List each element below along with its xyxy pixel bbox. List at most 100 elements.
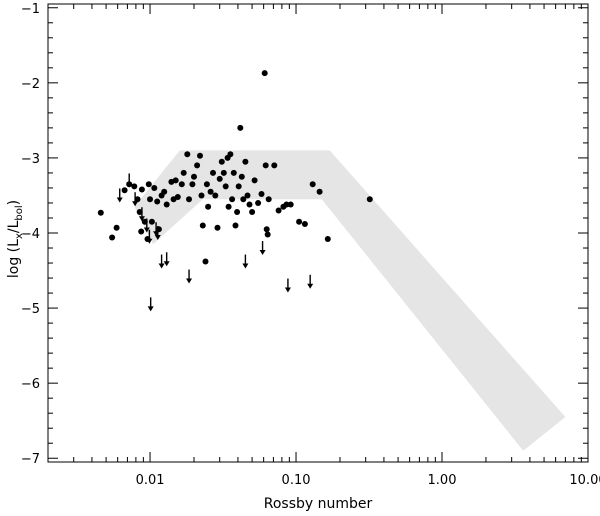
detection-point — [271, 162, 278, 169]
upper-limit-arrow-head — [147, 306, 154, 312]
upper-limit-arrow-head — [126, 182, 133, 188]
detection-point — [263, 226, 270, 233]
detection-point — [205, 203, 212, 210]
detection-point — [161, 188, 168, 195]
detection-point — [191, 173, 197, 180]
detection-point — [258, 191, 265, 197]
detection-point — [202, 258, 209, 265]
upper-limit-arrow — [158, 254, 165, 269]
detection-point — [174, 194, 181, 200]
detection-point — [178, 181, 185, 188]
y-tick-label: −4 — [21, 227, 40, 242]
detection-point — [264, 231, 271, 238]
detection-point — [148, 218, 155, 225]
detection-point — [316, 188, 323, 195]
upper-limit-arrow-head — [284, 287, 291, 293]
detection-point — [212, 192, 219, 199]
detection-point — [138, 228, 145, 235]
upper-limit-arrow — [186, 269, 193, 284]
detection-point — [301, 221, 308, 227]
detection-point — [227, 151, 234, 158]
y-tick-label: −5 — [21, 302, 40, 317]
detection-point — [309, 181, 316, 188]
y-tick-label: −3 — [21, 152, 40, 167]
upper-limit-arrow — [284, 278, 291, 293]
data-points-layer — [97, 70, 373, 312]
detection-point — [203, 181, 210, 188]
detection-point — [249, 209, 256, 215]
detection-point — [97, 209, 104, 216]
detection-point — [134, 196, 141, 203]
detection-point — [151, 185, 158, 191]
detection-point — [186, 196, 192, 203]
detection-point — [180, 169, 187, 176]
detection-point — [136, 209, 143, 215]
detection-point — [184, 151, 191, 158]
detection-point — [198, 192, 205, 199]
detection-point — [225, 203, 232, 210]
detection-point — [244, 192, 251, 199]
detection-point — [199, 222, 206, 229]
detection-point — [197, 152, 203, 159]
detection-point — [230, 169, 237, 176]
upper-limit-arrow-head — [259, 250, 266, 256]
upper-limit-arrow — [126, 173, 133, 188]
upper-limit-arrow-head — [138, 216, 145, 222]
upper-limit-arrow-head — [186, 278, 193, 284]
detection-point — [194, 162, 201, 169]
x-tick-label: 0.10 — [282, 473, 311, 488]
detection-point — [109, 234, 116, 241]
upper-limit-arrow — [163, 252, 170, 267]
upper-limit-arrow — [143, 218, 150, 233]
detection-point — [275, 207, 282, 214]
detection-point — [261, 70, 268, 77]
upper-limit-arrow-head — [146, 238, 153, 244]
upper-limit-arrow — [138, 207, 145, 222]
detection-point — [147, 196, 153, 203]
detection-point — [218, 158, 225, 165]
detection-point — [163, 201, 170, 208]
detection-point — [229, 196, 236, 203]
detection-point — [210, 169, 216, 176]
detection-point — [324, 236, 331, 242]
detection-point — [207, 188, 214, 195]
detection-point — [113, 224, 120, 231]
upper-limit-arrow-head — [158, 263, 165, 269]
detection-point — [214, 224, 221, 231]
detection-point — [220, 169, 227, 176]
y-tick-label: −6 — [21, 377, 40, 392]
detection-point — [237, 124, 244, 131]
x-tick-label: 0.01 — [136, 473, 165, 488]
detection-point — [242, 158, 249, 165]
detection-point — [265, 196, 272, 203]
upper-limit-arrow — [132, 192, 139, 207]
upper-limit-arrow — [307, 274, 314, 289]
upper-limit-arrow-head — [154, 235, 161, 240]
detection-point — [262, 162, 269, 169]
detection-point — [296, 218, 303, 225]
y-axis-label: log (Lx/Lbol) — [6, 200, 25, 278]
upper-limit-arrow-head — [143, 227, 150, 233]
detection-point — [246, 201, 253, 208]
detection-point — [283, 201, 290, 208]
upper-limit-arrow — [146, 229, 153, 244]
detection-point — [154, 198, 161, 205]
upper-limit-arrow — [242, 254, 249, 269]
detection-point — [189, 181, 196, 188]
detection-point — [234, 209, 241, 215]
detection-point — [287, 201, 294, 208]
upper-limit-arrow — [116, 188, 123, 203]
upper-limit-arrow — [259, 241, 266, 256]
detection-point — [145, 181, 152, 188]
detection-point — [240, 196, 247, 203]
upper-limit-arrow — [154, 226, 161, 240]
upper-limit-arrow — [147, 297, 154, 312]
upper-limit-arrow-head — [132, 201, 139, 207]
x-axis-label: Rossby number — [264, 496, 373, 512]
upper-limit-arrow-head — [307, 283, 314, 289]
x-tick-label: 10.00 — [569, 473, 600, 488]
upper-limit-arrow-head — [163, 261, 170, 267]
y-tick-label: −2 — [21, 77, 40, 92]
detection-point — [232, 222, 239, 229]
